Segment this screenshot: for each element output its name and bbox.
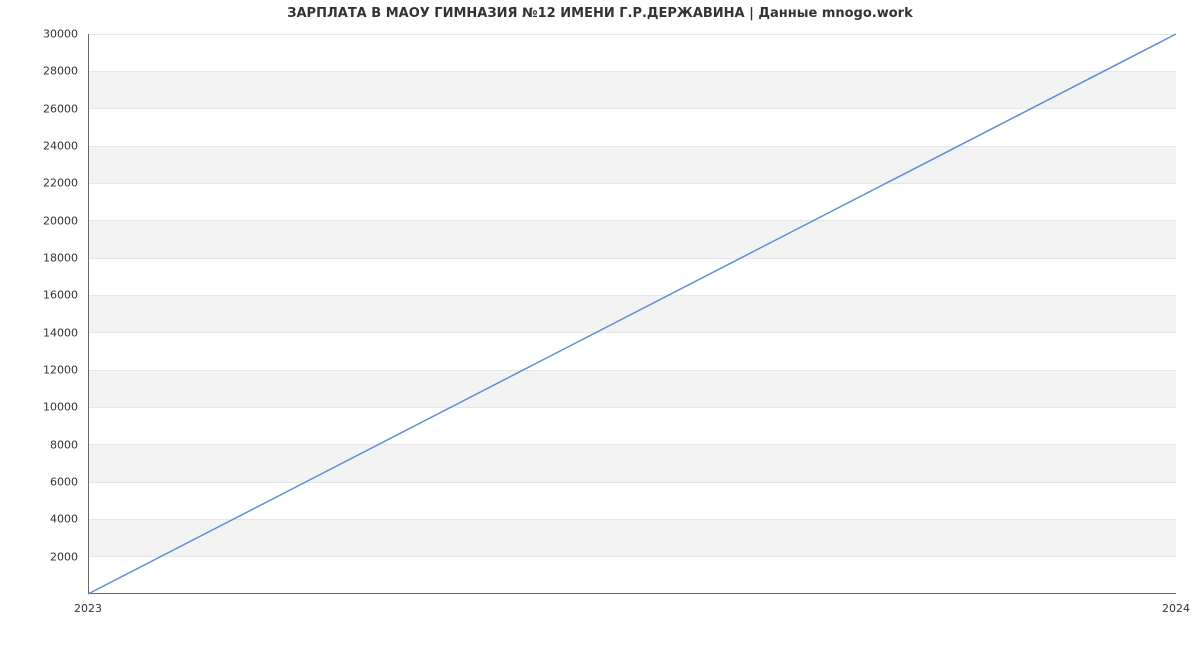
y-tick-label: 28000 — [0, 65, 78, 78]
y-tick-label: 24000 — [0, 140, 78, 153]
y-tick-label: 20000 — [0, 214, 78, 227]
y-tick-label: 6000 — [0, 476, 78, 489]
y-tick-label: 4000 — [0, 513, 78, 526]
y-tick-label: 12000 — [0, 364, 78, 377]
y-tick-label: 18000 — [0, 252, 78, 265]
series-line — [88, 34, 1176, 594]
y-tick-label: 8000 — [0, 438, 78, 451]
plot-area — [88, 34, 1176, 594]
y-tick-label: 22000 — [0, 177, 78, 190]
chart-title: ЗАРПЛАТА В МАОУ ГИМНАЗИЯ №12 ИМЕНИ Г.Р.Д… — [0, 6, 1200, 21]
y-tick-label: 30000 — [0, 28, 78, 41]
y-tick-label: 14000 — [0, 326, 78, 339]
x-tick-label: 2023 — [74, 602, 102, 615]
series-layer — [88, 34, 1176, 594]
y-tick-label: 26000 — [0, 102, 78, 115]
y-tick-label: 16000 — [0, 289, 78, 302]
y-tick-label: 2000 — [0, 550, 78, 563]
x-tick-label: 2024 — [1162, 602, 1190, 615]
y-tick-label: 10000 — [0, 401, 78, 414]
salary-chart: ЗАРПЛАТА В МАОУ ГИМНАЗИЯ №12 ИМЕНИ Г.Р.Д… — [0, 0, 1200, 650]
